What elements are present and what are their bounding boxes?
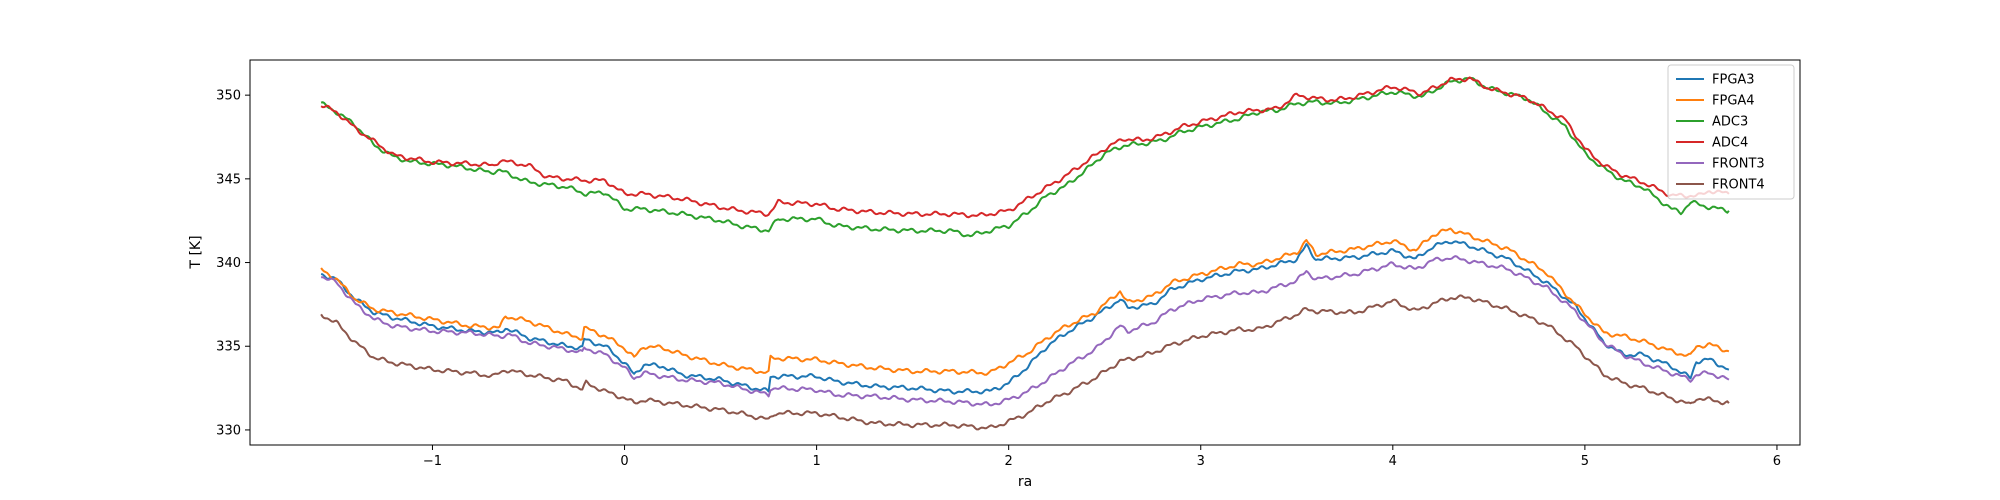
series-line-front3 (321, 255, 1730, 407)
x-tick-label: 0 (620, 454, 628, 469)
y-tick-label: 330 (216, 423, 241, 438)
series-line-fpga4 (320, 227, 1730, 376)
y-tick-label: 335 (216, 340, 241, 355)
legend-label: FRONT4 (1712, 178, 1765, 193)
y-tick-label: 350 (216, 89, 241, 104)
legend-label: FRONT3 (1712, 157, 1765, 172)
x-tick-label: 5 (1581, 454, 1589, 469)
x-tick-label: −1 (423, 454, 442, 469)
y-tick-label: 345 (216, 172, 241, 187)
x-tick-label: 6 (1773, 454, 1781, 469)
x-axis-label: ra (1018, 474, 1032, 490)
series-line-front4 (320, 294, 1730, 431)
y-axis: 330 335 340 345 350 (216, 89, 250, 438)
x-axis: −1 0 1 2 3 4 5 6 (423, 445, 1781, 469)
legend-label: ADC3 (1712, 115, 1748, 130)
series-line-fpga3 (320, 240, 1730, 395)
x-tick-label: 2 (1005, 454, 1013, 469)
legend-label: ADC4 (1712, 136, 1748, 151)
series-line-adc4 (320, 76, 1730, 219)
legend-box (1667, 64, 1795, 200)
x-tick-label: 1 (812, 454, 820, 469)
x-tick-label: 3 (1197, 454, 1205, 469)
plot-area-frame (249, 59, 1801, 446)
legend-label: FPGA3 (1712, 73, 1755, 88)
y-tick-label: 340 (216, 256, 241, 271)
y-axis-label: T [K] (188, 235, 204, 269)
x-tick-label: 4 (1389, 454, 1397, 469)
legend: FPGA3 FPGA4 ADC3 ADC4 FRONT3 FRONT4 (1667, 64, 1795, 200)
series-layer (320, 76, 1730, 431)
legend-label: FPGA4 (1712, 94, 1755, 109)
